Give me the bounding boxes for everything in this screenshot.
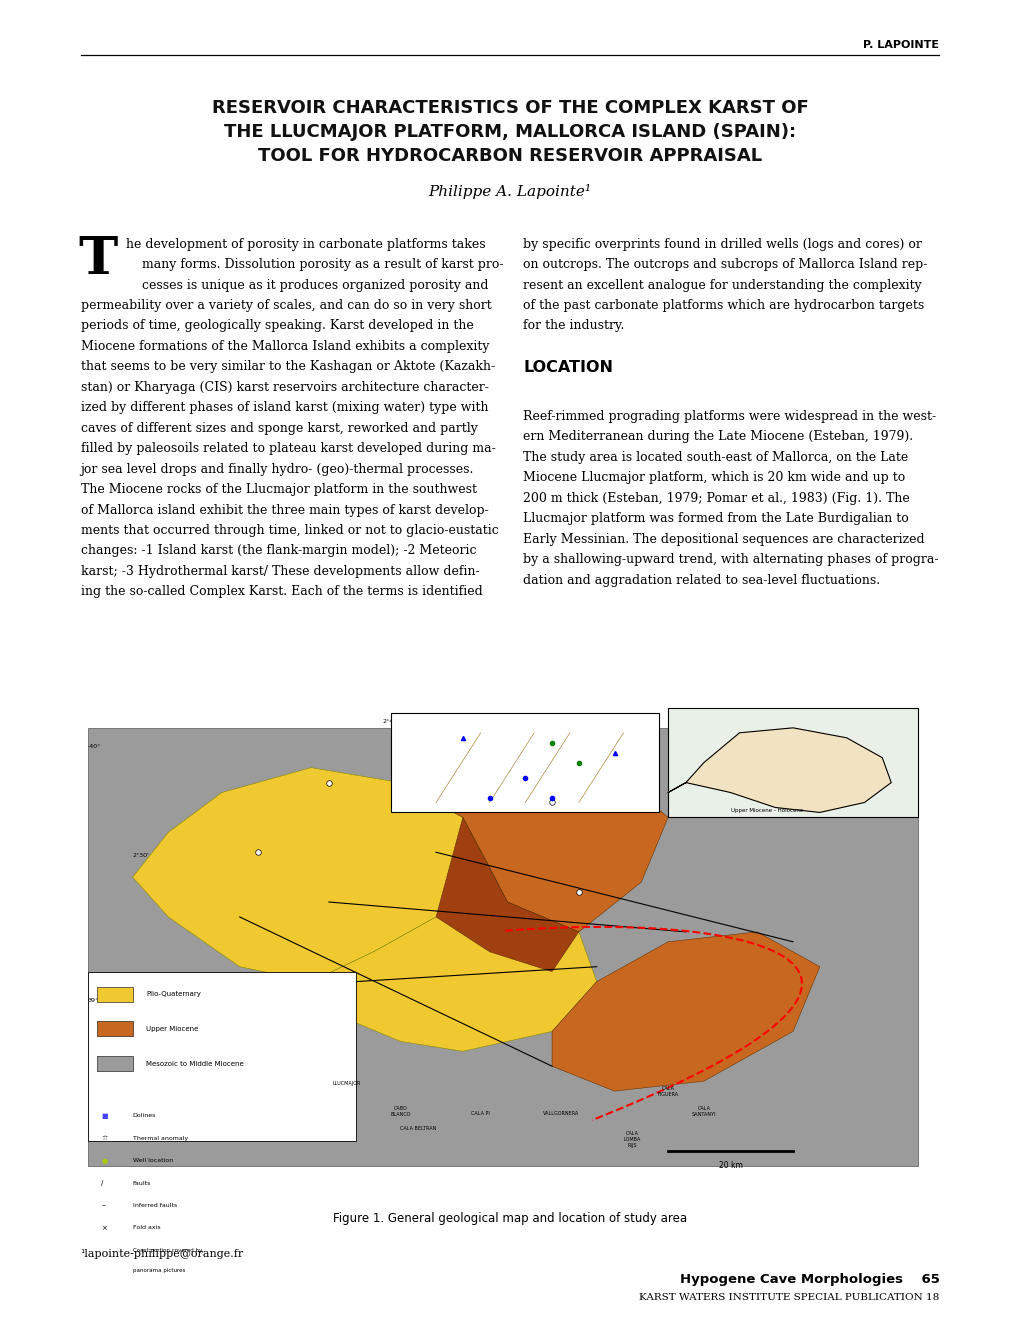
Bar: [391, 713, 658, 812]
Text: many forms. Dissolution porosity as a result of karst pro-: many forms. Dissolution porosity as a re…: [126, 259, 503, 271]
Text: ments that occurred through time, linked or not to glacio-eustatic: ments that occurred through time, linked…: [81, 524, 498, 537]
Text: CALA
FIGUERA: CALA FIGUERA: [657, 1086, 678, 1097]
Text: Hypogene Cave Morphologies    65: Hypogene Cave Morphologies 65: [679, 1272, 938, 1286]
Text: changes: -1 Island karst (the flank-margin model); -2 Meteoric: changes: -1 Island karst (the flank-marg…: [81, 544, 476, 557]
Text: Faults: Faults: [132, 1180, 151, 1185]
Text: Reef-rimmed prograding platforms were widespread in the west-: Reef-rimmed prograding platforms were wi…: [523, 409, 935, 422]
Text: RESERVOIR CHARACTERISTICS OF THE COMPLEX KARST OF: RESERVOIR CHARACTERISTICS OF THE COMPLEX…: [211, 99, 808, 117]
Text: ized by different phases of island karst (mixing water) type with: ized by different phases of island karst…: [81, 401, 488, 414]
Text: panorama pictures: panorama pictures: [132, 1267, 184, 1272]
Polygon shape: [436, 817, 579, 972]
Text: LOCATION: LOCATION: [523, 359, 612, 375]
Text: periods of time, geologically speaking. Karst developed in the: periods of time, geologically speaking. …: [81, 319, 473, 333]
Text: LLUCMAJOR: LLUCMAJOR: [332, 1081, 361, 1086]
Text: Figure 1. General geological map and location of study area: Figure 1. General geological map and loc…: [332, 1212, 687, 1225]
Text: ×: ×: [101, 1225, 107, 1232]
Bar: [97, 986, 132, 1002]
Text: THE LLUCMAJOR PLATFORM, MALLORCA ISLAND (SPAIN):: THE LLUCMAJOR PLATFORM, MALLORCA ISLAND …: [224, 123, 795, 141]
Text: /: /: [101, 1180, 104, 1187]
Text: Upper Miocene - Holocene: Upper Miocene - Holocene: [730, 808, 802, 813]
Text: Early Messinian. The depositional sequences are characterized: Early Messinian. The depositional sequen…: [523, 532, 924, 545]
Text: Well location: Well location: [132, 1158, 172, 1163]
Text: CALA BELTRAN: CALA BELTRAN: [399, 1126, 436, 1131]
Text: Mesozoic to Middle Miocene: Mesozoic to Middle Miocene: [146, 1061, 244, 1067]
Text: CALA
LOMBA
RIJS: CALA LOMBA RIJS: [623, 1131, 641, 1147]
Text: CALA PI: CALA PI: [471, 1111, 490, 1115]
Polygon shape: [400, 763, 667, 932]
Text: --: --: [101, 1203, 106, 1209]
Text: The Miocene rocks of the Llucmajor platform in the southwest: The Miocene rocks of the Llucmajor platf…: [81, 483, 476, 496]
Text: that seems to be very similar to the Kashagan or Aktote (Kazakh-: that seems to be very similar to the Kas…: [81, 360, 494, 374]
Text: CABO
BLANCO: CABO BLANCO: [389, 1106, 411, 1117]
Text: 200 m thick (Esteban, 1979; Pomar et al., 1983) (Fig. 1). The: 200 m thick (Esteban, 1979; Pomar et al.…: [523, 491, 909, 504]
Text: The study area is located south-east of Mallorca, on the Late: The study area is located south-east of …: [523, 450, 908, 463]
Text: 20 km: 20 km: [718, 1160, 742, 1170]
Bar: [97, 1056, 132, 1072]
Text: caves of different sizes and sponge karst, reworked and partly: caves of different sizes and sponge kars…: [81, 421, 477, 434]
Text: stan) or Kharyaga (CIS) karst reservoirs architecture character-: stan) or Kharyaga (CIS) karst reservoirs…: [81, 380, 488, 393]
Text: on outcrops. The outcrops and subcrops of Mallorca Island rep-: on outcrops. The outcrops and subcrops o…: [523, 259, 926, 271]
Text: 39°40': 39°40': [88, 998, 109, 1002]
Bar: [61, 693, 953, 1191]
Bar: [88, 972, 356, 1140]
Text: Thermal anomaly: Thermal anomaly: [132, 1137, 187, 1140]
Text: ¹lapointe-philippe@orange.fr: ¹lapointe-philippe@orange.fr: [81, 1249, 244, 1259]
Text: -40°: -40°: [88, 743, 101, 748]
Text: filled by paleosoils related to plateau karst developed during ma-: filled by paleosoils related to plateau …: [81, 442, 495, 455]
Text: Llucmajor platform was formed from the Late Burdigalian to: Llucmajor platform was formed from the L…: [523, 512, 908, 525]
Text: Miocene formations of the Mallorca Island exhibits a complexity: Miocene formations of the Mallorca Islan…: [81, 339, 488, 352]
Text: Philippe A. Lapointe¹: Philippe A. Lapointe¹: [428, 183, 591, 199]
Polygon shape: [551, 932, 819, 1092]
Text: CALA
SANTANYI: CALA SANTANYI: [691, 1106, 715, 1117]
Text: Plio-Quaternary: Plio-Quaternary: [146, 991, 201, 997]
Text: by specific overprints found in drilled wells (logs and cores) or: by specific overprints found in drilled …: [523, 238, 921, 251]
Text: he development of porosity in carbonate platforms takes: he development of porosity in carbonate …: [126, 238, 486, 251]
Text: jor sea level drops and finally hydro- (geo)-thermal processes.: jor sea level drops and finally hydro- (…: [81, 462, 474, 475]
Text: ●: ●: [101, 1158, 107, 1164]
Text: Fold axis: Fold axis: [132, 1225, 160, 1230]
Text: cesses is unique as it produces organized porosity and: cesses is unique as it produces organize…: [126, 279, 488, 292]
Text: resent an excellent analogue for understanding the complexity: resent an excellent analogue for underst…: [523, 279, 921, 292]
Bar: [97, 1022, 132, 1036]
Text: of the past carbonate platforms which are hydrocarbon targets: of the past carbonate platforms which ar…: [523, 298, 923, 312]
Text: 2°30': 2°30': [132, 853, 150, 858]
Polygon shape: [311, 902, 596, 1051]
Text: 2°40': 2°40': [382, 719, 399, 723]
Bar: [88, 727, 917, 1166]
Text: P. LAPOINTE: P. LAPOINTE: [862, 40, 938, 50]
Polygon shape: [667, 727, 891, 812]
Text: Miocene Llucmajor platform, which is 20 km wide and up to: Miocene Llucmajor platform, which is 20 …: [523, 471, 905, 484]
Text: ☆: ☆: [101, 1135, 108, 1142]
Text: T: T: [78, 234, 117, 285]
Text: karst; -3 Hydrothermal karst/ These developments allow defin-: karst; -3 Hydrothermal karst/ These deve…: [81, 565, 479, 578]
Text: TOOL FOR HYDROCARBON RESERVOIR APPRAISAL: TOOL FOR HYDROCARBON RESERVOIR APPRAISAL: [258, 147, 761, 165]
Text: dation and aggradation related to sea-level fluctuations.: dation and aggradation related to sea-le…: [523, 573, 879, 586]
Text: permeability over a variety of scales, and can do so in very short: permeability over a variety of scales, a…: [81, 298, 491, 312]
Text: ing the so-called Complex Karst. Each of the terms is identified: ing the so-called Complex Karst. Each of…: [81, 585, 482, 598]
Text: Upper Miocene: Upper Miocene: [146, 1026, 198, 1032]
Text: for the industry.: for the industry.: [523, 319, 624, 333]
Text: Dolines: Dolines: [132, 1114, 156, 1118]
Text: ■: ■: [101, 1113, 108, 1119]
Text: ern Mediterranean during the Late Miocene (Esteban, 1979).: ern Mediterranean during the Late Miocen…: [523, 430, 912, 444]
Text: Inferred faults: Inferred faults: [132, 1203, 176, 1208]
Text: VALLGORNERA: VALLGORNERA: [542, 1111, 579, 1115]
Bar: [667, 708, 917, 817]
Text: Coast portion covered by: Coast portion covered by: [132, 1247, 202, 1253]
Text: by a shallowing-upward trend, with alternating phases of progra-: by a shallowing-upward trend, with alter…: [523, 553, 937, 566]
Text: of Mallorca island exhibit the three main types of karst develop-: of Mallorca island exhibit the three mai…: [81, 503, 488, 516]
Polygon shape: [132, 768, 489, 982]
Text: KARST WATERS INSTITUTE SPECIAL PUBLICATION 18: KARST WATERS INSTITUTE SPECIAL PUBLICATI…: [639, 1292, 938, 1302]
